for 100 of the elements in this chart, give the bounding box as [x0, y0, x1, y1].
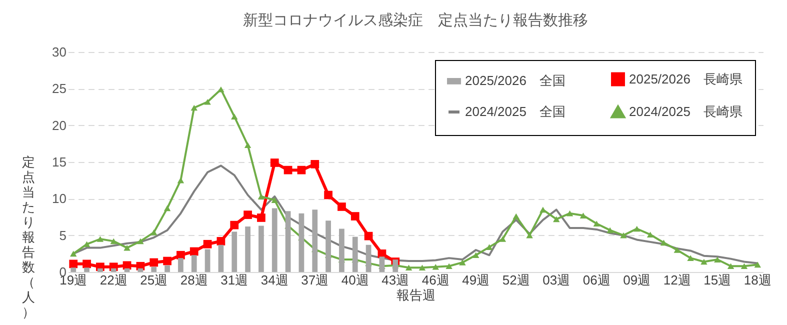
y-tick-label: 10 [52, 191, 66, 206]
bar [178, 258, 184, 272]
point [216, 237, 226, 246]
point [190, 247, 198, 256]
legend-label: 2024/2025 長崎県 [629, 104, 742, 119]
y-tick-label: 5 [59, 228, 66, 243]
point [297, 166, 306, 174]
point [660, 240, 668, 246]
point [163, 256, 172, 266]
x-tick-label: 03週 [542, 272, 570, 288]
point [540, 206, 546, 213]
point [674, 247, 680, 253]
bar [191, 255, 197, 272]
bar [339, 228, 344, 272]
x-tick-label: 40週 [341, 272, 369, 288]
x-tick-label: 31週 [220, 272, 248, 288]
bar [110, 268, 116, 272]
x-tick-label: 18週 [744, 272, 772, 288]
legend-label: 2025/2026 長崎県 [629, 71, 742, 86]
point [164, 205, 171, 212]
bar [392, 260, 398, 272]
point [486, 244, 493, 250]
x-tick-label: 25週 [140, 272, 168, 288]
bar [312, 210, 318, 272]
bar [204, 249, 210, 272]
x-tick-label: 28週 [180, 272, 208, 288]
bar [218, 244, 224, 272]
point [459, 260, 466, 266]
point [580, 212, 587, 218]
point [230, 220, 239, 230]
x-tick-label: 12週 [663, 272, 691, 288]
point [258, 194, 265, 200]
point [244, 210, 252, 219]
point [270, 158, 279, 167]
point [405, 264, 412, 271]
point [244, 142, 252, 148]
bar [70, 268, 76, 272]
point [606, 227, 614, 234]
x-tick-label: 22週 [100, 272, 128, 288]
bar [352, 236, 358, 272]
point [218, 86, 224, 92]
x-tick-label: 37週 [301, 272, 329, 288]
x-tick-label: 43週 [382, 272, 410, 288]
point [634, 226, 640, 232]
point [338, 202, 346, 211]
legend-label: 2024/2025 全国 [465, 104, 566, 119]
chart-title: 新型コロナウイルス感染症 定点当たり報告数推移 [243, 12, 588, 29]
point [324, 190, 332, 200]
x-tick-label: 06週 [582, 272, 610, 288]
point [190, 104, 198, 111]
bar [98, 268, 103, 272]
point [727, 263, 734, 270]
legend-label: 2025/2026 全国 [465, 73, 566, 88]
point [432, 264, 439, 270]
x-tick-label: 34週 [260, 272, 288, 288]
point [620, 232, 627, 238]
point [526, 232, 533, 238]
point [310, 160, 320, 168]
x-tick-label: 49週 [462, 272, 490, 288]
point [137, 238, 144, 244]
point [472, 252, 480, 258]
point [754, 262, 761, 268]
point [122, 261, 132, 270]
point [700, 258, 708, 265]
point [284, 166, 292, 174]
point [96, 236, 104, 242]
point [204, 98, 211, 105]
bar [379, 256, 385, 272]
y-tick-label: 25 [52, 81, 66, 96]
bar [232, 232, 238, 272]
y-tick-label: 15 [52, 154, 66, 170]
y-tick-label: 20 [52, 118, 66, 133]
bar [151, 266, 157, 272]
point [687, 255, 694, 261]
point [203, 240, 212, 248]
point [446, 263, 452, 270]
bar [326, 220, 331, 272]
point [553, 216, 560, 222]
point [593, 220, 600, 227]
point [714, 256, 721, 262]
bar [245, 226, 250, 272]
point [150, 258, 158, 267]
point [82, 260, 91, 268]
point [512, 213, 520, 220]
bar [84, 268, 90, 272]
bar [164, 265, 170, 272]
point [110, 238, 117, 244]
x-tick-label: 09週 [623, 272, 651, 288]
point [231, 114, 238, 120]
point [566, 210, 574, 216]
y-tick-label: 30 [52, 44, 66, 60]
point [646, 232, 654, 238]
point [124, 244, 130, 251]
point [418, 264, 426, 271]
x-tick-label: 15週 [704, 272, 732, 288]
bar [366, 244, 372, 272]
x-tick-label: 52週 [502, 272, 530, 288]
point [177, 177, 184, 184]
point [271, 197, 278, 204]
bar [258, 226, 264, 272]
